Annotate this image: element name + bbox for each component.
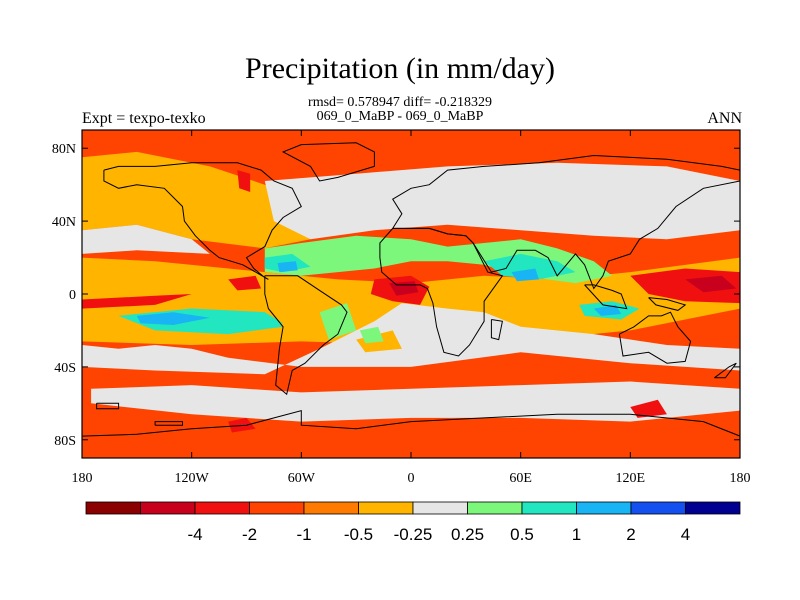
x-tick-label-4: 60E: [509, 471, 532, 486]
y-tick-label-1: 40N: [52, 215, 76, 230]
colorbar-label-8: 2: [626, 525, 635, 544]
colorbar-label-0: -4: [187, 525, 202, 544]
experiment-label: Expt = texpo-texko: [82, 110, 206, 127]
precip-region-6: [91, 381, 740, 422]
x-tick-label-0: 180: [72, 471, 93, 486]
y-axis: 80N 40N 0 40S 80S: [52, 142, 740, 449]
precip-region-16: [511, 268, 539, 282]
precip-region-19: [82, 294, 192, 309]
colorbar-swatch-11: [685, 501, 741, 515]
coastline-6: [618, 311, 692, 364]
coastline-8: [648, 297, 687, 311]
colorbar-swatch-1: [140, 501, 196, 515]
precip-region-21: [228, 275, 262, 291]
precip-region-14: [136, 312, 210, 325]
coastline-11: [96, 402, 120, 410]
precip-region-28: [359, 326, 384, 344]
x-tick-label-3: 0: [408, 471, 415, 486]
colorbar-label-9: 4: [681, 525, 690, 544]
precip-region-17: [593, 304, 622, 316]
case-line: 069_0_MaBP - 069_0_MaBP: [316, 109, 484, 124]
precip-region-26: [630, 399, 667, 418]
coastline-9: [82, 409, 740, 437]
colorbar-swatch-5: [358, 501, 414, 515]
colorbar-label-2: -1: [296, 525, 311, 544]
x-tick-label-5: 120E: [616, 471, 646, 486]
coastline-layer: [82, 142, 740, 437]
colorbar-swatch-4: [303, 501, 359, 515]
colorbar-swatch-9: [576, 501, 632, 515]
chart-subtitle: rmsd= 0.578947 diff= -0.218329 069_0_MaB…: [0, 96, 800, 124]
coastline-2: [281, 142, 375, 182]
precip-region-5: [82, 303, 740, 375]
precip-region-24: [237, 170, 251, 192]
colorbar-label-3: -0.5: [344, 525, 373, 544]
coastline-0: [103, 162, 302, 280]
x-tick-label-1: 120W: [175, 471, 210, 486]
colorbar-swatch-0: [85, 501, 141, 515]
colorbar-label-1: -2: [242, 525, 257, 544]
coastline-1: [264, 275, 348, 396]
x-axis: 180 120W 60W 0 60E 120E 180: [72, 130, 751, 486]
coastline-4: [379, 227, 504, 357]
precip-fill-layer: [82, 130, 740, 458]
precip-region-15: [277, 261, 298, 273]
precip-region-22: [685, 275, 737, 293]
y-tick-label-4: 80S: [54, 434, 76, 449]
coastline-3: [392, 154, 740, 290]
colorbar-swatch-10: [630, 501, 686, 515]
coastline-7: [584, 284, 628, 310]
colorbar: -4 -2 -1 -0.5 -0.25 0.25 0.5 1 2 4: [85, 501, 741, 544]
colorbar-label-4: -0.25: [394, 525, 433, 544]
coastline-12: [154, 421, 183, 426]
coastline-5: [490, 319, 503, 341]
precip-region-4: [82, 224, 210, 254]
colorbar-swatch-6: [412, 501, 468, 515]
precip-region-1: [82, 151, 311, 249]
colorbar-label-5: 0.25: [451, 525, 484, 544]
y-tick-label-2: 0: [69, 288, 76, 303]
season-label: ANN: [707, 110, 742, 127]
x-tick-label-6: 180: [730, 471, 751, 486]
precip-region-10: [484, 253, 576, 280]
stats-line: rmsd= 0.578947 diff= -0.218329: [308, 95, 492, 110]
colorbar-swatch-8: [521, 501, 577, 515]
chart-title: Precipitation (in mm/day): [245, 52, 555, 85]
x-tick-label-2: 60W: [288, 471, 316, 486]
colorbar-swatch-7: [467, 501, 523, 515]
y-tick-label-3: 40S: [54, 361, 76, 376]
colorbar-swatch-3: [249, 501, 305, 515]
colorbar-swatch-2: [194, 501, 250, 515]
colorbar-label-6: 0.5: [510, 525, 534, 544]
colorbar-label-7: 1: [572, 525, 581, 544]
precip-region-3: [264, 162, 740, 240]
coastline-10: [714, 362, 737, 379]
y-tick-label-0: 80N: [52, 142, 76, 157]
